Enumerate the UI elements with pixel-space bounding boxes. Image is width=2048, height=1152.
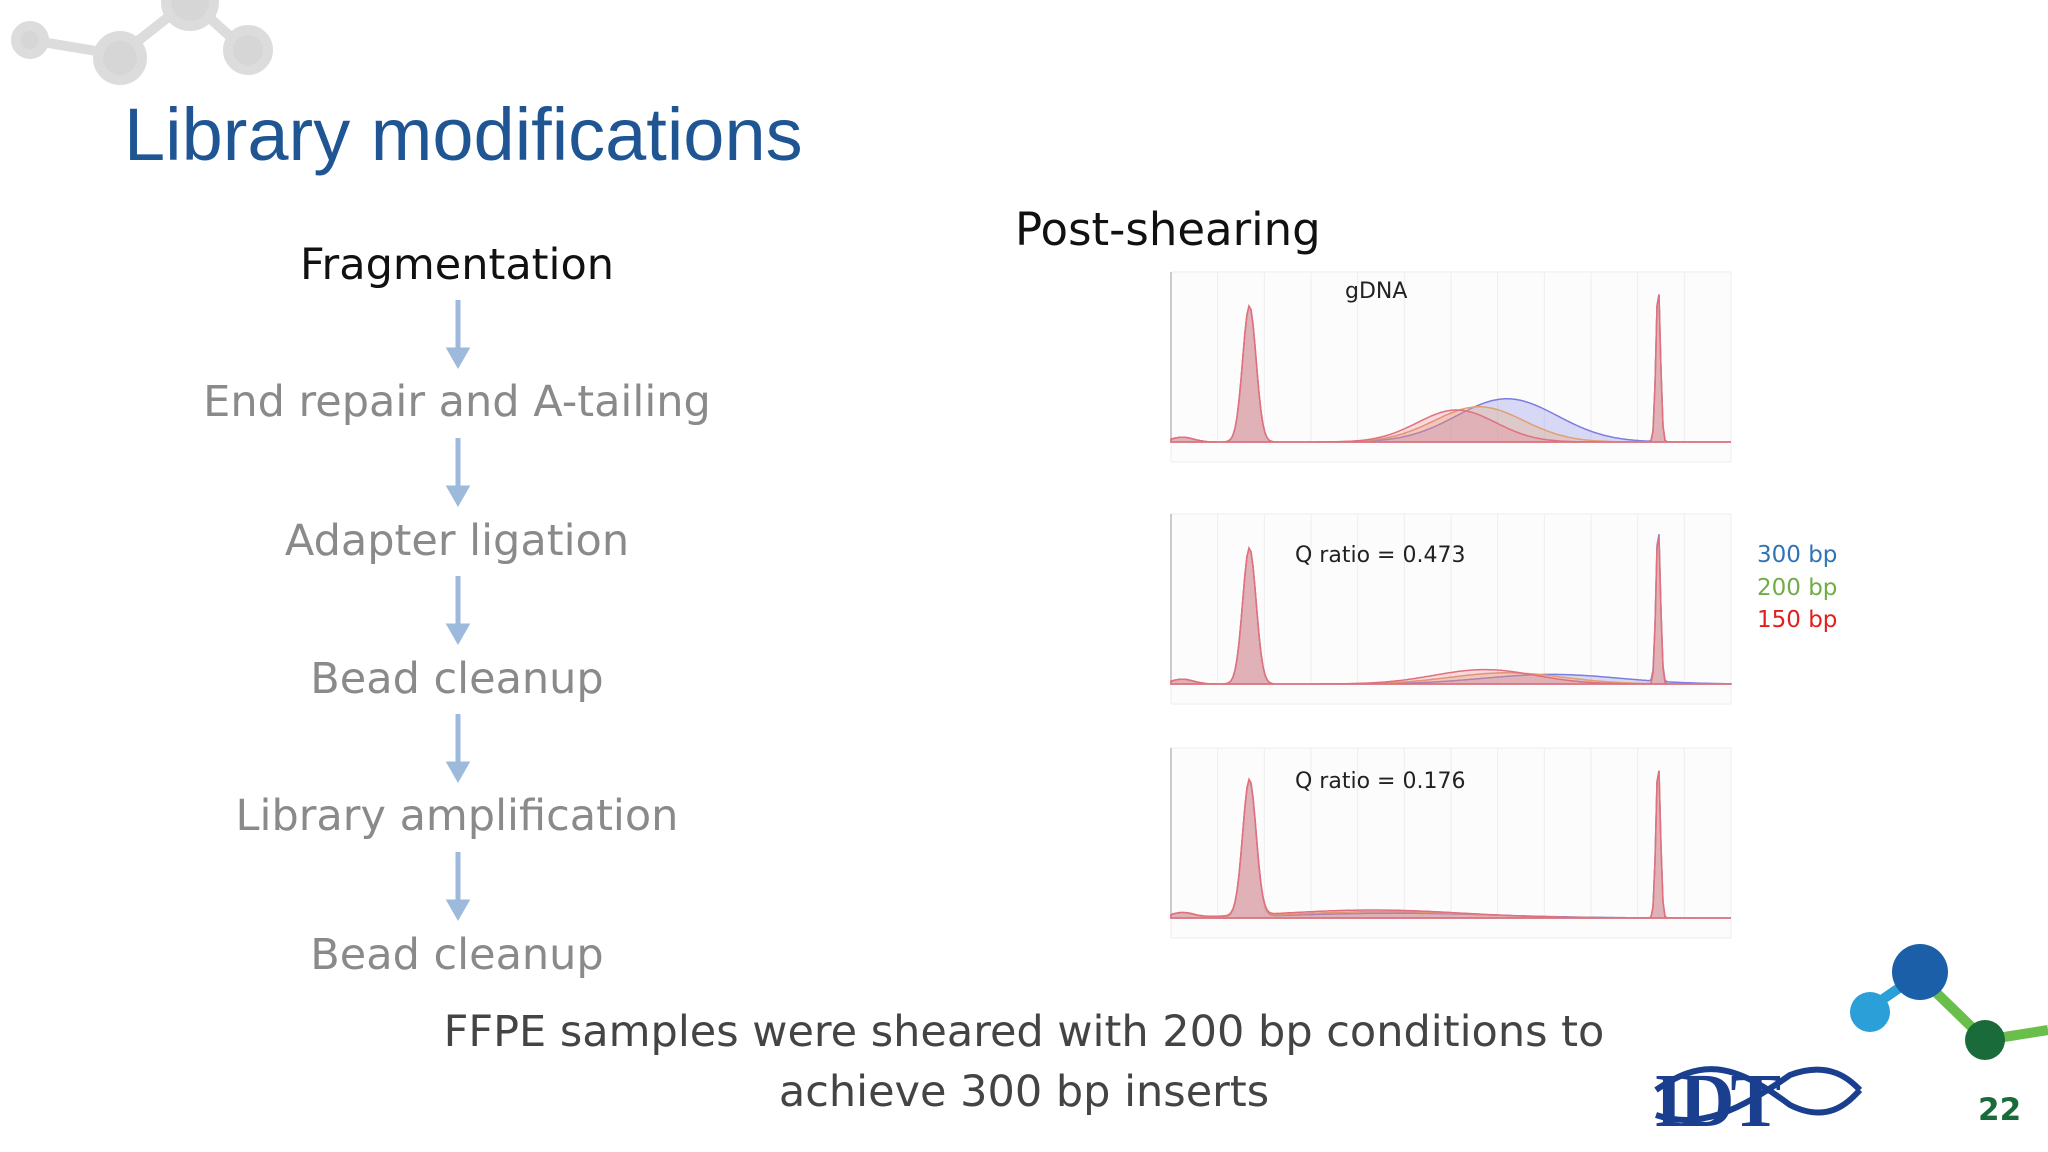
workflow-step: Bead cleanup (310, 930, 604, 980)
logo-text: IDT (1654, 1059, 1781, 1143)
arrows (445, 300, 471, 922)
legend-entry: 300 bp (1757, 542, 1838, 568)
workflow-step: Bead cleanup (310, 654, 604, 704)
workflow-step: Library amplification (235, 791, 679, 841)
trace (1170, 770, 1731, 919)
idt-logo-graphic (1654, 944, 2048, 1124)
slide-title: Library modifications (124, 93, 803, 176)
workflow-step: End repair and A-tailing (203, 377, 711, 427)
plot-label: gDNA (1345, 279, 1407, 304)
caption: FFPE samples were sheared with 200 bp co… (443, 1007, 1605, 1117)
page-number: 22 (1978, 1092, 2022, 1128)
trace (1170, 294, 1731, 443)
plot-label: Q ratio = 0.473 (1295, 543, 1465, 568)
plot-label: Q ratio = 0.176 (1295, 769, 1465, 794)
trace (1170, 536, 1731, 685)
molecule-graphic (11, 0, 273, 85)
legend-entry: 150 bp (1757, 607, 1838, 633)
legend-entry: 200 bp (1757, 575, 1838, 601)
workflow-step: Fragmentation (299, 240, 615, 290)
workflow-step: Adapter ligation (284, 516, 630, 566)
electropherograms: gDNA Q ratio = 0.473 Q ratio = 0.176 (1170, 271, 1732, 939)
panel-title: Post-shearing (1015, 203, 1321, 256)
